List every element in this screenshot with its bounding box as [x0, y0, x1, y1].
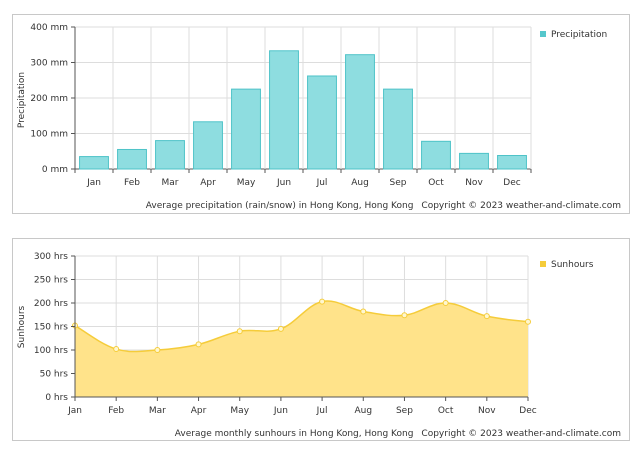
bar — [117, 148, 147, 170]
y-tick-label: 100 hrs — [34, 346, 68, 356]
legend-label: Precipitation — [551, 30, 607, 40]
bar — [79, 156, 109, 170]
copyright-text: Copyright © 2023 weather-and-climate.com — [421, 201, 621, 211]
copyright-text: Copyright © 2023 weather-and-climate.com — [421, 429, 621, 439]
data-point — [236, 328, 243, 335]
legend-swatch — [540, 261, 546, 267]
bar — [459, 152, 489, 170]
bar — [345, 54, 375, 170]
bar — [269, 50, 299, 170]
y-tick-label: 150 hrs — [34, 323, 68, 333]
bar — [155, 140, 185, 170]
data-point — [154, 347, 161, 353]
data-point — [442, 300, 449, 306]
y-tick-label: 0 hrs — [45, 393, 68, 403]
precipitation-chart: 0 mm 100 mm 200 mm 300 mm 400 mm Jan Feb Mar Ap… — [17, 23, 621, 211]
x-tick-label: Aug — [351, 178, 369, 188]
x-tick-label: May — [230, 406, 249, 416]
bar — [193, 121, 223, 170]
y-tick-label: 300 hrs — [34, 252, 68, 262]
data-point — [113, 346, 120, 353]
y-axis: 0 hrs 50 hrs 100 hrs 150 hrs 200 hrs 250 hrs 3… — [34, 252, 76, 403]
data-point — [483, 313, 490, 320]
data-point — [319, 298, 326, 305]
x-tick-label: Jul — [316, 406, 328, 416]
legend-swatch — [540, 31, 546, 37]
x-tick-label: Apr — [191, 406, 207, 416]
x-axis: Jan Feb Mar Apr May Jun Jul Aug Sep Oct Nov Dec — [67, 396, 537, 416]
bar — [231, 88, 261, 170]
y-tick-label: 200 mm — [30, 94, 68, 104]
x-tick-label: Feb — [124, 178, 140, 188]
data-point — [401, 312, 408, 319]
x-tick-label: Sep — [396, 406, 413, 416]
y-tick-label: 250 hrs — [34, 276, 68, 286]
x-tick-label: Aug — [354, 406, 372, 416]
y-tick-label: 400 mm — [30, 23, 68, 33]
y-tick-label: 50 hrs — [40, 370, 69, 380]
x-tick-label: Jan — [67, 406, 82, 416]
sunhours-chart: 0 hrs 50 hrs 100 hrs 150 hrs 200 hrs 250 hrs 3… — [17, 252, 621, 439]
area-fill — [75, 301, 528, 397]
x-tick-label: Oct — [428, 178, 444, 188]
series-line — [74, 300, 529, 353]
y-tick-label: 100 mm — [30, 130, 68, 140]
data-point — [525, 318, 531, 325]
x-tick-label: Apr — [200, 178, 216, 188]
x-tick-label: Dec — [503, 178, 520, 188]
x-tick-label: Mar — [149, 406, 166, 416]
y-axis-label: Sunhours — [17, 305, 27, 348]
x-tick-label: Sep — [390, 178, 407, 188]
area-series — [72, 298, 531, 397]
x-tick-label: Oct — [438, 406, 454, 416]
sunhours-chart-panel: 0 hrs 50 hrs 100 hrs 150 hrs 200 hrs 250 hrs 3… — [12, 238, 630, 441]
bars — [79, 50, 527, 170]
x-tick-label: Jul — [316, 178, 328, 188]
legend-label: Sunhours — [551, 260, 594, 270]
data-point — [277, 325, 284, 332]
bar — [383, 88, 413, 170]
x-axis: Jan Feb Mar Apr May Jun Jul Aug Sep Oct Nov Dec — [74, 169, 532, 188]
y-tick-label: 300 mm — [30, 59, 68, 69]
y-axis: 0 mm 100 mm 200 mm 300 mm 400 mm — [30, 23, 76, 175]
x-tick-label: May — [237, 178, 256, 188]
y-axis-label: Precipitation — [17, 72, 27, 128]
caption-text: Average monthly sunhours in Hong Kong, H… — [175, 429, 414, 439]
caption-text: Average precipitation (rain/snow) in Hon… — [146, 201, 414, 211]
data-point — [360, 308, 367, 315]
x-tick-label: Nov — [465, 178, 483, 188]
bar — [497, 155, 527, 170]
y-tick-label: 200 hrs — [34, 299, 68, 309]
x-tick-label: Jun — [276, 178, 291, 188]
grid — [74, 26, 532, 170]
chart-caption: Average precipitation (rain/snow) in Hon… — [146, 201, 621, 211]
x-tick-label: Mar — [162, 178, 179, 188]
y-tick-label: 0 mm — [42, 165, 68, 175]
x-tick-label: Jan — [86, 178, 101, 188]
chart-caption: Average monthly sunhours in Hong Kong, H… — [175, 429, 621, 439]
bar — [307, 75, 337, 170]
bar — [421, 140, 451, 170]
x-tick-label: Feb — [108, 406, 124, 416]
data-point — [195, 341, 202, 348]
precipitation-chart-panel: 0 mm 100 mm 200 mm 300 mm 400 mm Jan Feb Mar Ap… — [12, 14, 630, 214]
x-tick-label: Nov — [478, 406, 496, 416]
x-tick-label: Jun — [273, 406, 288, 416]
x-tick-label: Dec — [519, 406, 536, 416]
